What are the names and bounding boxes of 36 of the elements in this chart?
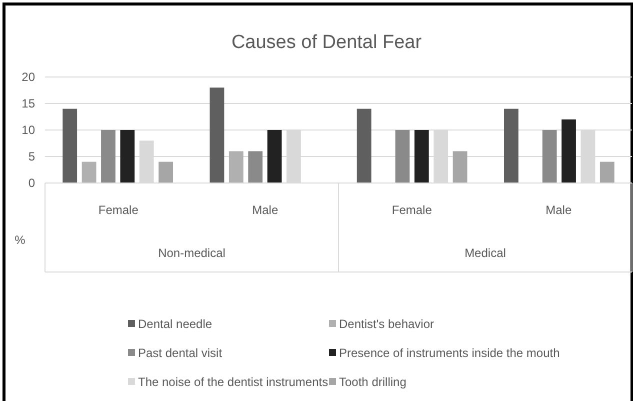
legend-label: Past dental visit: [138, 346, 223, 360]
legend-label: Presence of instruments inside the mouth: [339, 346, 560, 360]
y-tick-label: 0: [28, 176, 36, 190]
bar: [542, 130, 557, 183]
x-tick-label: Female: [98, 203, 139, 217]
y-tick-label: 5: [28, 150, 36, 164]
bar: [452, 151, 468, 183]
bar: [600, 162, 614, 183]
legend-label: The noise of the dentist instruments: [138, 375, 328, 390]
bar: [414, 130, 429, 183]
bar: [356, 108, 372, 183]
y-tick-label: 20: [22, 70, 36, 84]
bar: [82, 162, 96, 183]
x-tick-label: Male: [546, 203, 572, 217]
bar: [210, 88, 224, 183]
x-tick-label: Female: [392, 203, 432, 217]
bar: [504, 108, 518, 183]
text: Non-medical: [158, 246, 226, 260]
bar: [158, 162, 173, 183]
chart-title: Causes of Dental Fear: [231, 32, 422, 53]
bar: [228, 151, 244, 183]
bar: [267, 130, 282, 183]
y-tick-label: 15: [22, 96, 36, 111]
y-axis-title: %: [14, 233, 26, 247]
bar: [62, 108, 78, 183]
text: Medical: [464, 246, 506, 260]
y-tick-label: 10: [22, 123, 36, 138]
bar: [395, 130, 410, 183]
bar: [562, 119, 576, 183]
bar: [101, 130, 116, 183]
bar: [120, 130, 135, 183]
legend-label: Tooth drilling: [339, 375, 406, 390]
x-tick-label: Male: [252, 203, 278, 217]
bar: [248, 151, 263, 183]
legend-label: Dental needle: [138, 317, 212, 332]
legend-label: Dentist's behavior: [339, 317, 434, 332]
